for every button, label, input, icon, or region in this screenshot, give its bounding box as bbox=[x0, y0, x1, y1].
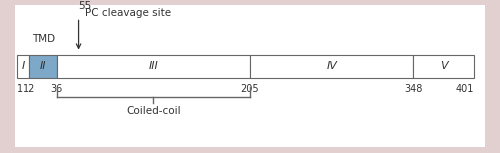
Text: 36: 36 bbox=[50, 84, 63, 95]
Bar bbox=[57, 55, 250, 78]
Text: PC cleavage site: PC cleavage site bbox=[86, 8, 172, 18]
Text: II: II bbox=[40, 61, 46, 71]
Text: 348: 348 bbox=[404, 84, 422, 95]
Text: 12: 12 bbox=[23, 84, 36, 95]
Bar bbox=[30, 55, 57, 78]
Bar bbox=[414, 55, 474, 78]
Text: 55: 55 bbox=[78, 1, 92, 11]
Text: III: III bbox=[148, 61, 158, 71]
Text: 205: 205 bbox=[240, 84, 260, 95]
Text: V: V bbox=[440, 61, 448, 71]
Text: Coiled-coil: Coiled-coil bbox=[126, 106, 180, 116]
Text: TMD: TMD bbox=[32, 34, 54, 44]
Text: I: I bbox=[22, 61, 25, 71]
Text: 1: 1 bbox=[17, 84, 23, 95]
Text: 401: 401 bbox=[456, 84, 474, 95]
Text: IV: IV bbox=[326, 61, 337, 71]
Bar bbox=[250, 55, 414, 78]
Bar bbox=[17, 55, 29, 78]
